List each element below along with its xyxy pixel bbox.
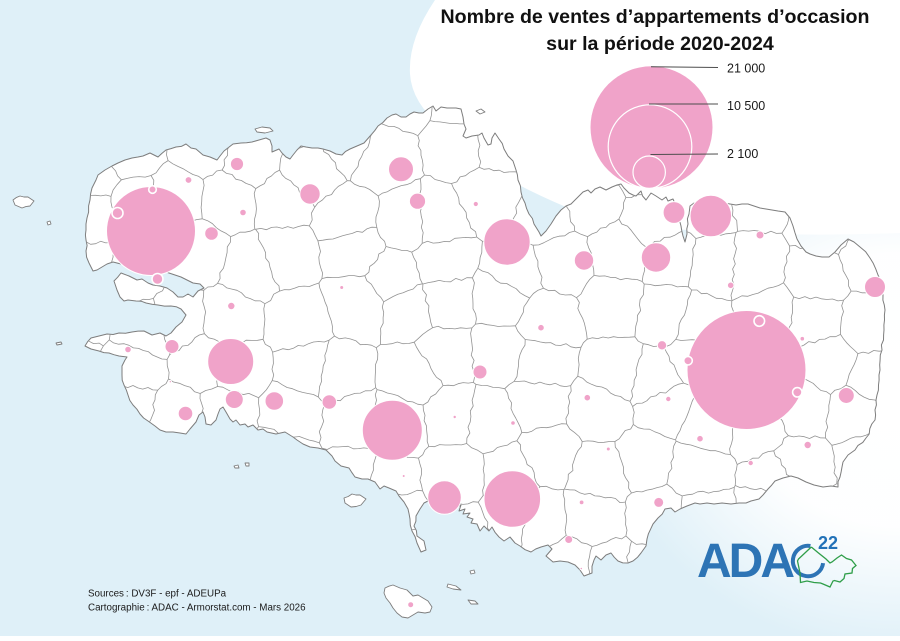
svg-text:Cartographie : ADAC - Armorsta: Cartographie : ADAC - Armorstat.com - Ma…	[88, 603, 306, 614]
svg-text:sur la période 2020-2024: sur la période 2020-2024	[546, 33, 774, 55]
svg-text:2 100: 2 100	[727, 147, 758, 161]
svg-text:ADA: ADA	[697, 535, 794, 588]
svg-text:10 500: 10 500	[727, 99, 765, 113]
svg-text:Nombre de ventes d’appartement: Nombre de ventes d’appartements d’occasi…	[440, 6, 869, 28]
svg-text:21 000: 21 000	[727, 61, 765, 75]
svg-text:Sources : DV3F - epf - ADEUPa: Sources : DV3F - epf - ADEUPa	[88, 589, 227, 600]
svg-text:22: 22	[818, 533, 838, 553]
